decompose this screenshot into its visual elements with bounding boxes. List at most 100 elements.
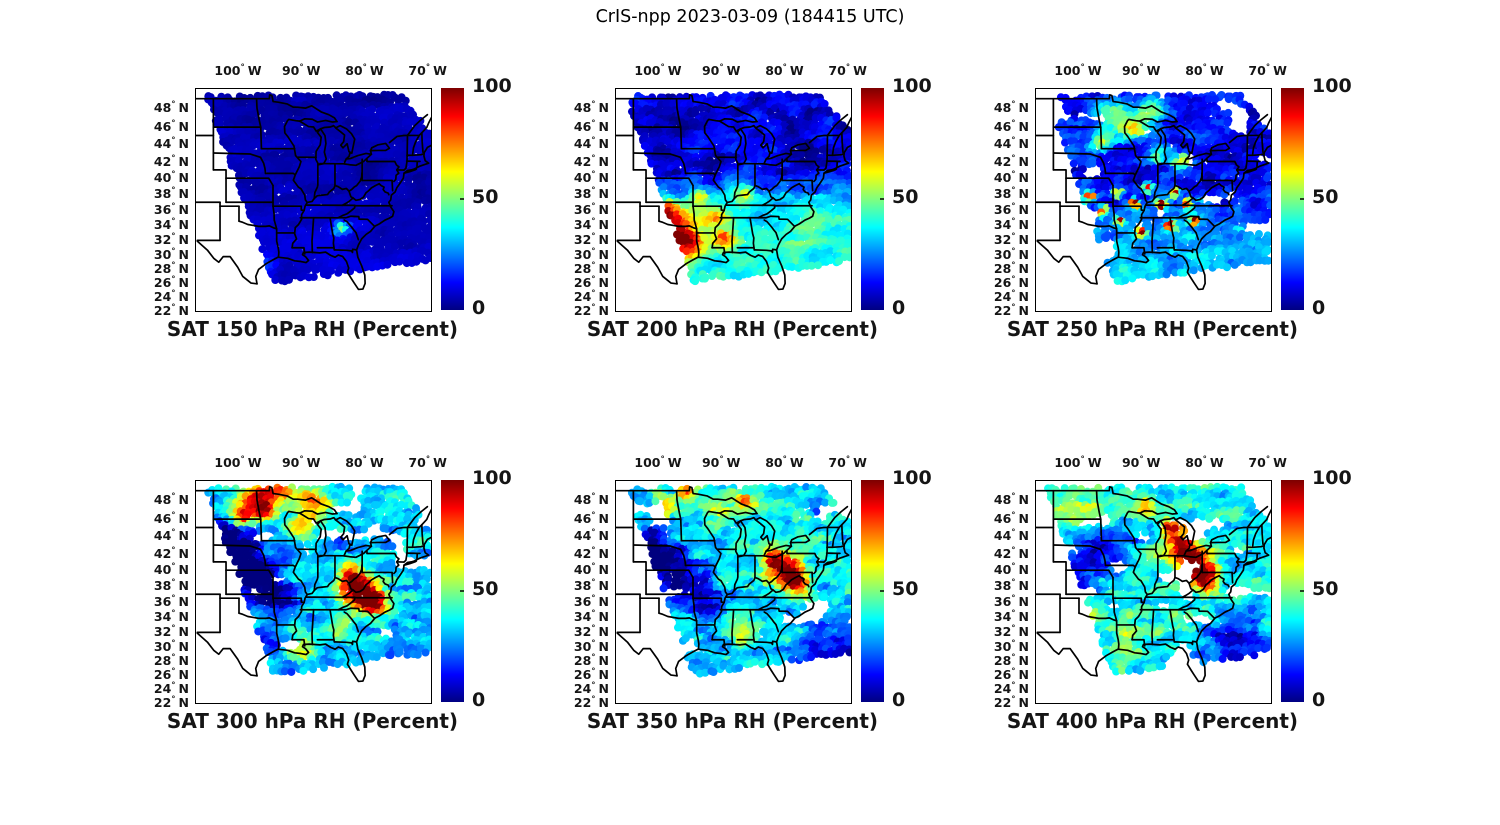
colorbar-gradient	[861, 480, 884, 702]
lat-tick-label: 46° N	[993, 510, 1029, 526]
colorbar-tick-label: 100	[1312, 467, 1352, 489]
degree-symbol: °	[591, 653, 596, 664]
degree-symbol: °	[171, 528, 176, 539]
degree-symbol: °	[171, 303, 176, 313]
plot-box	[195, 88, 432, 312]
degree-symbol: °	[1011, 624, 1016, 635]
lon-tick-label: 100° W	[214, 63, 262, 78]
lon-tick-label: 70° W	[1248, 455, 1287, 470]
lat-tick-label: 38° N	[153, 578, 189, 594]
degree-symbol: °	[171, 289, 176, 300]
colorbar-tick-label: 0	[892, 689, 906, 711]
lat-tick-label: 44° N	[993, 136, 1029, 152]
lon-tick-label: 80° W	[765, 455, 804, 470]
panel-150hpa: 100° W 90° W 80° W 70° W 48° N 46° N 44° N 42° N 40° N 38°…	[154, 64, 512, 341]
lat-tick-label: 38° N	[573, 578, 609, 594]
colorbar-tick-label: 0	[472, 689, 486, 711]
lon-tick-label: 90° W	[1121, 63, 1161, 78]
degree-symbol: °	[171, 653, 176, 664]
lon-tick-label: 80° W	[345, 455, 384, 470]
colorbar-tick-label: 50	[892, 578, 919, 600]
lat-tick-label: 30° N	[153, 247, 189, 263]
degree-symbol: °	[591, 303, 596, 313]
map-canvas-250hpa	[1036, 89, 1271, 311]
lat-tick-label: 34° N	[153, 609, 189, 625]
degree-symbol: °	[1080, 455, 1085, 465]
lon-tick-label: 70° W	[408, 455, 447, 470]
degree-symbol: °	[1011, 578, 1016, 589]
degree-symbol: °	[719, 63, 724, 73]
degree-symbol: °	[171, 562, 176, 573]
map-canvas-200hpa	[616, 89, 851, 311]
lat-tick-label: 48° N	[153, 100, 189, 116]
degree-symbol: °	[1011, 303, 1016, 313]
lat-tick-label: 34° N	[153, 217, 189, 233]
lat-tick-label: 26° N	[153, 667, 189, 683]
lat-tick-label: 28° N	[153, 261, 189, 277]
lat-tick-label: 26° N	[993, 667, 1029, 683]
degree-symbol: °	[1011, 639, 1016, 650]
lat-tick-label: 28° N	[573, 653, 609, 669]
panel-400hpa: 100° W 90° W 80° W 70° W 48° N 46° N 44° N 42° N 40° N 38°…	[994, 456, 1352, 733]
lat-tick-label: 48° N	[993, 100, 1029, 116]
colorbar-tick-label: 0	[472, 297, 486, 319]
degree-symbol: °	[1011, 562, 1016, 573]
panel-200hpa: 100° W 90° W 80° W 70° W 48° N 46° N 44° N 42° N 40° N 38°…	[574, 64, 932, 341]
degree-symbol: °	[591, 153, 596, 164]
lat-tick-label: 24° N	[573, 289, 609, 305]
lat-tick-label: 26° N	[153, 275, 189, 291]
lat-tick-label: 44° N	[573, 528, 609, 544]
lat-tick-label: 48° N	[153, 492, 189, 508]
lat-tick-label: 40° N	[993, 170, 1029, 186]
colorbar-gradient	[441, 88, 464, 310]
degree-symbol: °	[591, 202, 596, 213]
lat-tick-label: 32° N	[993, 624, 1029, 640]
degree-symbol: °	[362, 63, 367, 73]
degree-symbol: °	[1011, 695, 1016, 705]
lat-tick-label: 28° N	[993, 653, 1029, 669]
degree-symbol: °	[171, 136, 176, 147]
degree-symbol: °	[845, 63, 851, 73]
degree-symbol: °	[171, 667, 176, 678]
degree-symbol: °	[591, 528, 596, 539]
degree-symbol: °	[591, 624, 596, 635]
degree-symbol: °	[1011, 261, 1016, 272]
lat-tick-label: 34° N	[993, 217, 1029, 233]
lat-tick-label: 46° N	[153, 510, 189, 526]
panel-300hpa: 100° W 90° W 80° W 70° W 48° N 46° N 44° N 42° N 40° N 38°…	[154, 456, 512, 733]
lat-tick-label: 38° N	[153, 186, 189, 202]
lat-tick-label: 46° N	[993, 118, 1029, 134]
lat-tick-label: 34° N	[573, 609, 609, 625]
degree-symbol: °	[1011, 275, 1016, 286]
colorbar-tick-label: 50	[892, 186, 919, 208]
colorbar-tick-label: 100	[472, 467, 512, 489]
colorbar-tick-label: 0	[1312, 689, 1326, 711]
lon-tick-label: 90° W	[1121, 455, 1161, 470]
map-canvas-300hpa	[196, 481, 431, 703]
degree-symbol: °	[425, 63, 431, 73]
lat-tick-label: 38° N	[573, 186, 609, 202]
lat-tick-label: 40° N	[573, 562, 609, 578]
degree-symbol: °	[1011, 594, 1016, 605]
lon-tick-label: 70° W	[408, 63, 447, 78]
lat-tick-label: 26° N	[573, 275, 609, 291]
lat-tick-label: 36° N	[153, 202, 189, 218]
lat-tick-label: 32° N	[153, 624, 189, 640]
lat-tick-label: 42° N	[153, 153, 189, 169]
panel-title-200hpa: SAT 200 hPa RH (Percent)	[586, 317, 879, 341]
degree-symbol: °	[171, 153, 176, 164]
colorbar-tick-label: 50	[1312, 578, 1339, 600]
lat-tick-label: 32° N	[573, 624, 609, 640]
lon-tick-label: 70° W	[828, 455, 867, 470]
lat-tick-label: 40° N	[153, 170, 189, 186]
degree-symbol: °	[1011, 510, 1016, 521]
lon-tick-label: 90° W	[701, 455, 741, 470]
degree-symbol: °	[1011, 492, 1016, 503]
colorbar-tick-label: 0	[892, 297, 906, 319]
degree-symbol: °	[425, 455, 431, 465]
degree-symbol: °	[1139, 63, 1144, 73]
lat-tick-label: 22° N	[153, 303, 189, 318]
degree-symbol: °	[591, 545, 596, 556]
lat-tick-label: 38° N	[993, 578, 1029, 594]
colorbar: 100 50 0	[1281, 469, 1352, 710]
